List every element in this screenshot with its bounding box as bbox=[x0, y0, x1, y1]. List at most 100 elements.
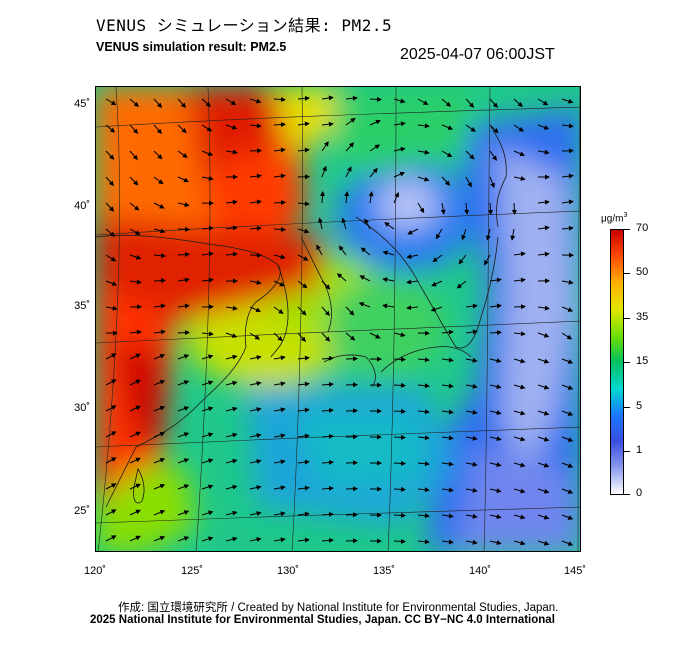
wind-arrow bbox=[417, 202, 425, 214]
wind-arrow bbox=[360, 247, 371, 256]
colorbar-label-15: 15 bbox=[636, 355, 649, 367]
colorbar-unit: μg/m3 bbox=[601, 212, 627, 224]
wind-arrow bbox=[441, 435, 454, 441]
wind-arrow bbox=[431, 280, 443, 287]
wind-arrow bbox=[129, 535, 141, 542]
wind-arrow bbox=[489, 514, 502, 520]
wind-arrow bbox=[465, 383, 478, 389]
wind-vectors bbox=[105, 95, 574, 546]
wind-arrow bbox=[393, 121, 406, 127]
wind-arrow bbox=[297, 537, 310, 543]
wind-arrow bbox=[511, 202, 517, 215]
wind-arrow bbox=[105, 431, 117, 438]
wind-arrow bbox=[297, 121, 310, 127]
wind-arrow bbox=[382, 250, 395, 256]
wind-arrow bbox=[465, 98, 475, 108]
wind-arrow bbox=[129, 279, 142, 285]
wind-arrow bbox=[441, 383, 454, 389]
wind-arrow bbox=[129, 254, 142, 260]
lon-label-120: 120˚ bbox=[83, 565, 107, 577]
wind-arrow bbox=[489, 150, 497, 161]
wind-arrow bbox=[225, 332, 238, 338]
wind-arrow bbox=[537, 462, 550, 468]
license-text: 2025 National Institute for Environmenta… bbox=[90, 614, 555, 626]
colorbar-label-5: 5 bbox=[636, 400, 643, 412]
wind-arrow bbox=[153, 176, 164, 185]
wind-arrow bbox=[297, 381, 310, 387]
wind-arrow bbox=[321, 141, 329, 152]
wind-arrow bbox=[417, 357, 430, 363]
wind-arrow bbox=[489, 358, 502, 364]
wind-arrow bbox=[105, 124, 116, 133]
wind-arrow bbox=[249, 459, 262, 464]
wind-arrow bbox=[201, 277, 214, 283]
wind-arrow bbox=[225, 305, 238, 311]
wind-arrow bbox=[201, 536, 214, 542]
wind-arrow bbox=[417, 176, 430, 182]
wind-arrow bbox=[345, 142, 355, 152]
wind-arrow bbox=[417, 98, 429, 105]
wind-arrow bbox=[129, 379, 141, 386]
wind-arrow bbox=[273, 459, 286, 465]
wind-arrow bbox=[225, 380, 238, 386]
wind-arrow bbox=[153, 303, 166, 309]
colorbar-label-35: 35 bbox=[636, 311, 649, 323]
wind-arrow bbox=[153, 536, 166, 542]
wind-arrow bbox=[488, 202, 494, 215]
pm25-map[interactable] bbox=[95, 86, 581, 552]
wind-arrow bbox=[153, 458, 166, 464]
wind-arrow bbox=[513, 410, 526, 416]
wind-arrow bbox=[537, 124, 550, 130]
wind-arrow bbox=[417, 461, 430, 467]
wind-arrow bbox=[105, 98, 117, 106]
wind-arrow bbox=[273, 537, 286, 543]
wind-arrow bbox=[225, 432, 238, 438]
wind-arrow bbox=[407, 228, 419, 235]
wind-arrow bbox=[297, 355, 310, 361]
wind-arrow bbox=[105, 379, 117, 386]
wind-arrow bbox=[201, 458, 214, 464]
wind-arrow bbox=[177, 458, 190, 464]
wind-arrow bbox=[345, 95, 358, 101]
wind-arrow bbox=[273, 173, 286, 179]
wind-arrow bbox=[105, 535, 117, 542]
wind-arrow bbox=[129, 509, 141, 516]
wind-arrow bbox=[225, 225, 238, 231]
wind-arrow bbox=[393, 538, 406, 544]
wind-arrow bbox=[177, 354, 190, 360]
wind-arrow bbox=[321, 511, 334, 517]
wind-arrow bbox=[297, 280, 308, 289]
wind-arrow bbox=[489, 462, 502, 468]
wind-arrow bbox=[129, 202, 140, 211]
wind-arrow bbox=[129, 124, 139, 134]
wind-arrow bbox=[201, 380, 214, 386]
wind-arrow bbox=[345, 117, 356, 126]
wind-arrow bbox=[129, 150, 138, 161]
wind-arrow bbox=[537, 436, 550, 442]
wind-arrow bbox=[489, 540, 502, 546]
wind-arrow bbox=[177, 98, 187, 108]
wind-arrow bbox=[359, 275, 371, 282]
wind-arrow bbox=[441, 150, 453, 158]
wind-arrow bbox=[561, 173, 574, 179]
wind-arrow bbox=[369, 144, 381, 152]
wind-arrow bbox=[105, 509, 117, 516]
wind-arrow bbox=[561, 332, 573, 340]
colorbar-tick bbox=[624, 273, 630, 274]
wind-arrow bbox=[441, 513, 454, 519]
wind-arrow bbox=[105, 457, 117, 464]
wind-arrow bbox=[393, 356, 406, 362]
wind-arrow bbox=[456, 280, 467, 289]
lat-label-30: 30˚ bbox=[74, 402, 90, 414]
wind-arrow bbox=[297, 95, 310, 101]
wind-arrow bbox=[465, 409, 478, 415]
wind-arrow bbox=[177, 406, 190, 412]
wind-arrow bbox=[129, 353, 141, 360]
wind-arrow bbox=[561, 279, 574, 285]
wind-arrow bbox=[406, 279, 419, 285]
wind-arrow bbox=[249, 306, 262, 313]
wind-arrow bbox=[153, 406, 166, 412]
colorbar-tick bbox=[624, 494, 630, 495]
wind-arrow bbox=[201, 150, 214, 156]
wind-arrow bbox=[406, 254, 419, 259]
